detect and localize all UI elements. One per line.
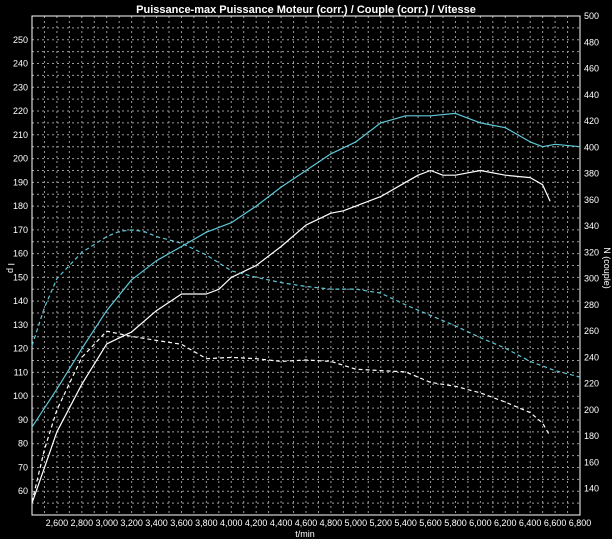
right-axis-ticks: 140 160 180 200 220 240 260 280 300 320 340 360 380 4…: [584, 11, 599, 494]
left-tick-label: 210: [13, 130, 28, 140]
left-tick-label: 240: [13, 59, 28, 69]
axes: [31, 15, 581, 516]
x-tick-label: 2,800: [71, 518, 94, 528]
left-tick-label: 200: [13, 154, 28, 164]
right-tick-label: 340: [584, 221, 599, 231]
left-tick-label: 230: [13, 82, 28, 92]
x-tick-label: 4,600: [295, 518, 318, 528]
x-axis-label: t/min: [295, 529, 315, 539]
left-tick-label: 190: [13, 177, 28, 187]
left-tick-label: 100: [13, 391, 28, 401]
right-tick-label: 400: [584, 142, 599, 152]
plot-frame: [31, 15, 581, 516]
right-tick-label: 200: [584, 405, 599, 415]
x-tick-label: 3,800: [195, 518, 218, 528]
left-tick-label: 70: [18, 462, 28, 472]
left-tick-label: 60: [18, 486, 28, 496]
left-tick-label: 140: [13, 296, 28, 306]
left-tick-label: 170: [13, 225, 28, 235]
left-axis-ticks: 60 70 80 90 100 110 120 130 140 150 160 170 180 190 20…: [13, 35, 28, 496]
right-tick-label: 320: [584, 247, 599, 257]
left-tick-label: 160: [13, 249, 28, 259]
x-tick-label: 4,200: [245, 518, 268, 528]
left-tick-label: 130: [13, 320, 28, 330]
left-tick-label: 180: [13, 201, 28, 211]
right-tick-label: 460: [584, 64, 599, 74]
chart-title: Puissance-max Puissance Moteur (corr.) /…: [136, 4, 476, 16]
x-tick-label: 6,800: [569, 518, 592, 528]
left-tick-label: 220: [13, 106, 28, 116]
series-line-1: [31, 112, 581, 428]
x-tick-label: 4,400: [270, 518, 293, 528]
x-tick-label: 4,800: [320, 518, 343, 528]
x-tick-label: 5,200: [369, 518, 392, 528]
series-line-4: [31, 330, 551, 503]
left-tick-label: 250: [13, 35, 28, 45]
right-tick-label: 300: [584, 274, 599, 284]
right-tick-label: 220: [584, 379, 599, 389]
y-axis-label-right: N (couple): [602, 247, 612, 289]
x-tick-label: 3,600: [170, 518, 193, 528]
y-axis-label-left: I p: [6, 263, 16, 273]
x-tick-label: 5,400: [394, 518, 417, 528]
x-tick-label: 5,800: [444, 518, 467, 528]
left-tick-label: 120: [13, 344, 28, 354]
x-tick-label: 6,200: [494, 518, 517, 528]
left-tick-label: 80: [18, 439, 28, 449]
right-tick-label: 140: [584, 484, 599, 494]
left-tick-label: 90: [18, 415, 28, 425]
series-line-3: [31, 229, 581, 378]
right-tick-label: 500: [584, 11, 599, 21]
x-tick-label: 4,000: [220, 518, 243, 528]
series-group: [31, 112, 581, 504]
x-tick-label: 3,400: [145, 518, 168, 528]
right-tick-label: 440: [584, 90, 599, 100]
x-tick-label: 6,400: [519, 518, 542, 528]
x-tick-label: 2,600: [46, 518, 69, 528]
right-tick-label: 420: [584, 116, 599, 126]
x-tick-label: 6,600: [544, 518, 567, 528]
right-tick-label: 380: [584, 169, 599, 179]
right-tick-label: 280: [584, 300, 599, 310]
left-tick-label: 150: [13, 272, 28, 282]
grid: [32, 16, 580, 515]
series-line-2: [31, 169, 551, 504]
x-axis-ticks: 2,600 2,800 3,000 3,200 3,400 3,600 3,800 4,000…: [46, 518, 592, 528]
right-tick-label: 360: [584, 195, 599, 205]
x-tick-label: 6,000: [469, 518, 492, 528]
right-tick-label: 240: [584, 352, 599, 362]
right-tick-label: 260: [584, 326, 599, 336]
x-tick-label: 3,000: [95, 518, 118, 528]
right-tick-label: 160: [584, 457, 599, 467]
x-tick-label: 3,200: [120, 518, 143, 528]
right-tick-label: 480: [584, 37, 599, 47]
left-tick-label: 110: [14, 367, 28, 377]
right-tick-label: 180: [584, 431, 599, 441]
x-tick-label: 5,600: [419, 518, 442, 528]
x-tick-label: 5,000: [345, 518, 368, 528]
